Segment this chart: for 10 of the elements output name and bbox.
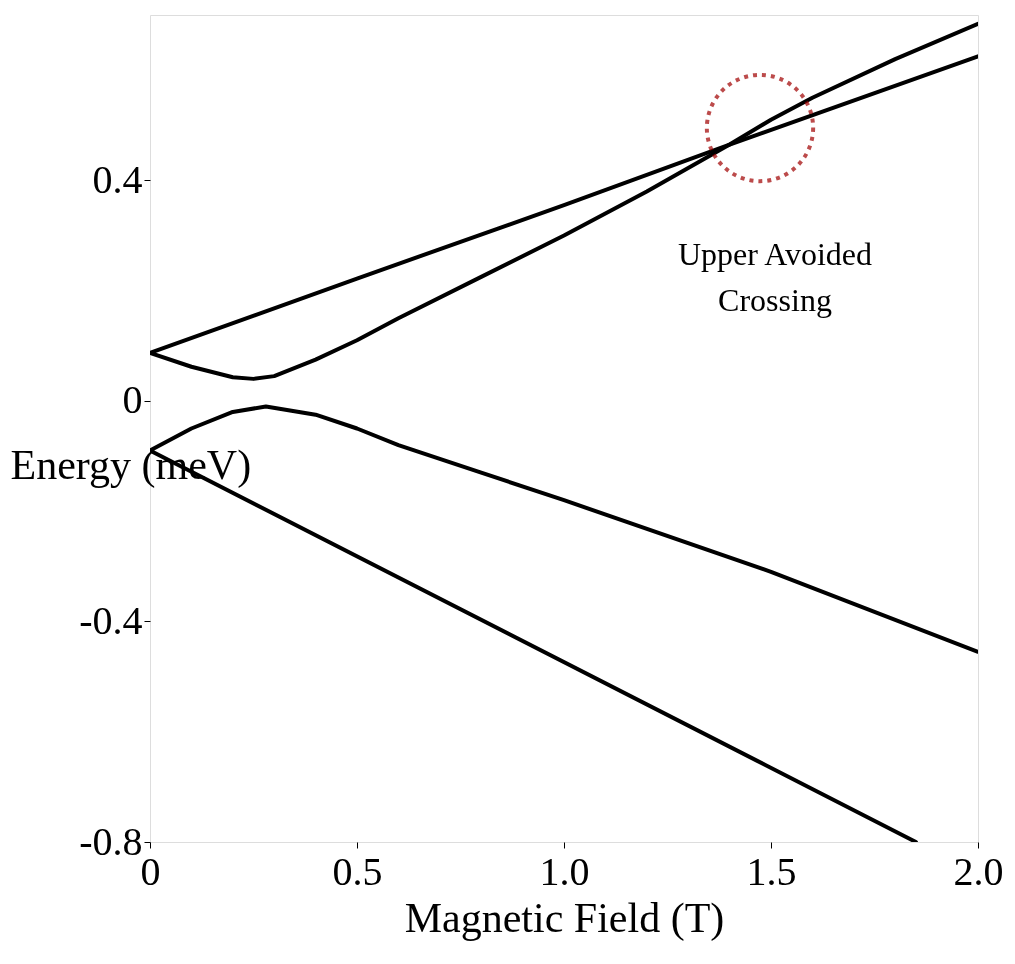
x-axis-title: Magnetic Field (T) <box>404 894 725 942</box>
x-tick-label: 1.5 <box>746 848 797 894</box>
x-tick-label: 0.5 <box>332 848 383 894</box>
y-tick-label: -0.4 <box>79 597 143 643</box>
x-tick-label: 1.0 <box>539 848 590 894</box>
y-tick-label: 0 <box>122 377 143 423</box>
annotation: Upper Avoided Crossing <box>677 236 873 318</box>
y-tick-label: 0.4 <box>92 156 143 202</box>
y-tick-label: -0.8 <box>79 818 143 864</box>
x-tick-label: 2.0 <box>953 848 1004 894</box>
